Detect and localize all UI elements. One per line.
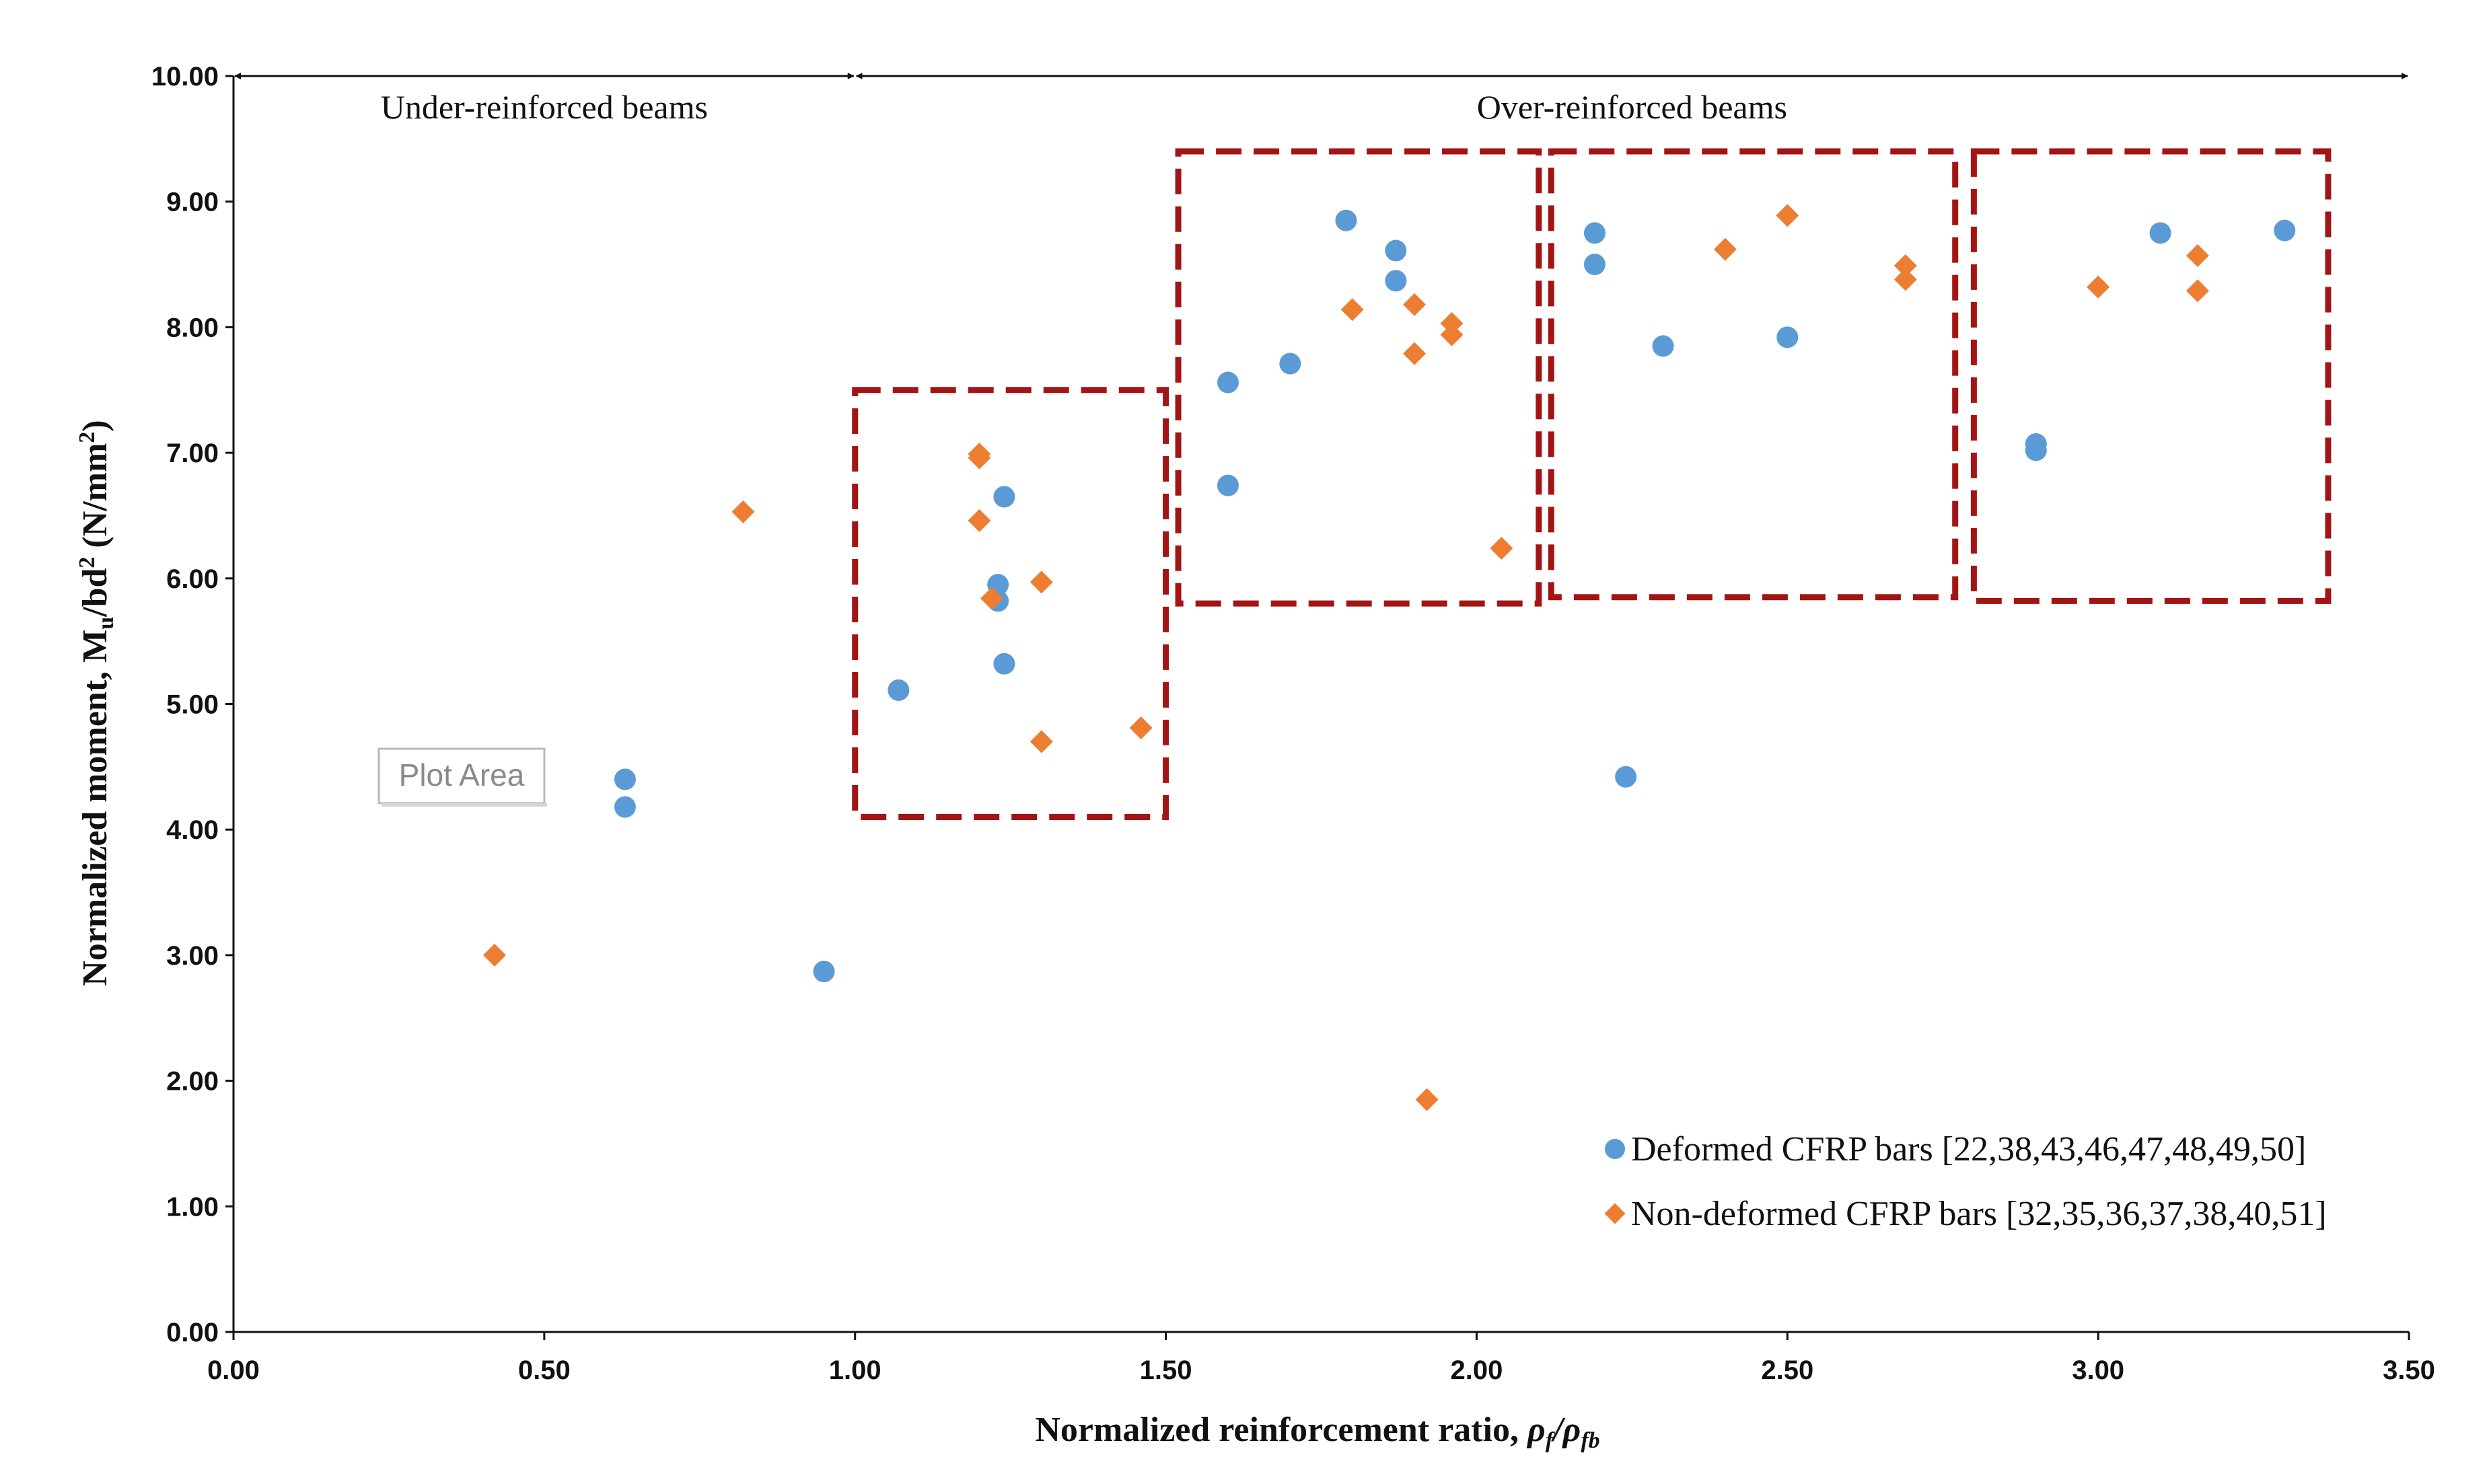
point-non-deformed [1776, 204, 1799, 227]
y-tick-label: 5.00 [166, 690, 219, 720]
point-deformed [813, 961, 835, 983]
point-non-deformed [980, 587, 1003, 610]
y-axis-title-sub-u: u [94, 617, 118, 630]
legend-label-non-deformed: Non-deformed CFRP bars [32,35,36,37,38,4… [1631, 1195, 2327, 1233]
legend: Deformed CFRP bars [22,38,43,46,47,48,49… [1604, 1130, 2327, 1233]
point-deformed [1652, 335, 1674, 357]
plot-area-tag-shadow [382, 803, 547, 807]
point-deformed [1385, 270, 1407, 292]
point-non-deformed [731, 500, 755, 523]
point-deformed [2149, 222, 2171, 244]
x-tick-label: 1.50 [1140, 1356, 1192, 1385]
legend-label-deformed: Deformed CFRP bars [22,38,43,46,47,48,49… [1631, 1130, 2306, 1168]
y-tick-label: 1.00 [166, 1192, 219, 1222]
point-deformed [1217, 371, 1239, 394]
point-deformed [614, 768, 636, 790]
y-axis-title-close: ) [76, 420, 114, 431]
x-axis-title-rho-f: ρ [1526, 1411, 1546, 1449]
point-deformed [1615, 766, 1637, 788]
x-axis-title-slash: / [1550, 1411, 1566, 1449]
point-deformed [1385, 239, 1407, 262]
point-deformed [993, 653, 1015, 675]
y-tick-label: 10.00 [151, 62, 219, 91]
x-tick-label: 3.00 [2072, 1356, 2124, 1385]
point-deformed [1279, 353, 1301, 375]
point-non-deformed [1490, 537, 1513, 560]
point-non-deformed [1030, 730, 1053, 753]
highlight-boxes [852, 148, 2332, 821]
point-non-deformed [1030, 570, 1053, 594]
highlight-box [852, 387, 1169, 821]
point-deformed [1583, 254, 1606, 276]
y-axis-title-sup-2: 2 [75, 557, 100, 568]
y-tick-label: 7.00 [166, 439, 219, 468]
point-deformed [2025, 439, 2047, 461]
y-axis-ticks: 0.00 1.00 2.00 3.00 4.00 5.00 6.00 7.00 8.00 9.00… [151, 62, 233, 1347]
y-axis-title-units-sup: 2 [75, 432, 100, 443]
y-tick-label: 3.00 [166, 941, 219, 971]
x-tick-label: 2.00 [1450, 1356, 1503, 1385]
legend-marker-deformed [1605, 1139, 1625, 1159]
y-axis-title: Normalized moment, Mu/bd2 (N/mm2) [75, 420, 118, 986]
region-annotations: Under-reinforced beams Over-reinforced be… [234, 73, 2408, 126]
x-tick-label: 0.50 [518, 1356, 571, 1385]
point-non-deformed [1129, 716, 1153, 739]
point-non-deformed [1713, 237, 1737, 261]
region-label: Under-reinforced beams [381, 88, 708, 126]
y-axis-title-bd: /bd [76, 568, 114, 617]
point-non-deformed [482, 943, 506, 967]
legend-marker-non-deformed [1604, 1203, 1626, 1224]
x-axis-title-rho-fb: ρ [1562, 1411, 1581, 1449]
data-points [482, 204, 2296, 1111]
point-non-deformed [1403, 293, 1427, 316]
region-label: Over-reinforced beams [1477, 88, 1787, 126]
y-tick-label: 6.00 [166, 564, 219, 594]
x-tick-label: 3.50 [2383, 1356, 2435, 1385]
y-tick-label: 9.00 [166, 188, 219, 217]
x-axis-title-sub-fb: fb [1581, 1428, 1599, 1453]
point-deformed [1776, 326, 1799, 348]
y-tick-label: 0.00 [166, 1318, 219, 1347]
x-tick-label: 2.50 [1761, 1356, 1813, 1385]
y-axis-title-main: Normalized moment, M [76, 630, 114, 986]
point-deformed [1217, 474, 1239, 496]
point-deformed [2274, 219, 2296, 242]
highlight-box [1548, 148, 1959, 601]
point-deformed [993, 486, 1015, 508]
point-deformed [1335, 209, 1357, 231]
plot-area-tag-box [377, 747, 546, 805]
point-non-deformed [1415, 1088, 1439, 1111]
point-non-deformed [2186, 279, 2209, 303]
x-axis-ticks: 0.00 0.50 1.00 1.50 2.00 2.50 3.00 3.50 [207, 1332, 2435, 1385]
y-tick-label: 8.00 [166, 313, 219, 342]
point-deformed [1583, 222, 1606, 244]
highlight-box [1970, 148, 2332, 604]
x-axis-title-sub-f: f [1546, 1428, 1556, 1453]
point-non-deformed [968, 446, 991, 470]
y-tick-label: 2.00 [166, 1067, 219, 1097]
point-non-deformed [2087, 275, 2110, 299]
plot-area-tag: Plot Area [377, 747, 547, 807]
x-axis-title: Normalized reinforcement ratio, ρf/ρfb [1035, 1411, 1599, 1453]
point-deformed [614, 796, 636, 818]
plot-area-tag-text: Plot Area [399, 757, 525, 792]
point-deformed [888, 679, 910, 701]
point-non-deformed [1403, 342, 1427, 365]
y-tick-label: 4.00 [166, 815, 219, 845]
point-non-deformed [1894, 268, 1917, 291]
point-non-deformed [2186, 244, 2209, 267]
x-axis-title-main: Normalized reinforcement ratio, [1035, 1411, 1527, 1449]
point-non-deformed [1340, 298, 1364, 322]
point-non-deformed [968, 509, 991, 532]
y-axis-title-units: (N/mm [76, 443, 114, 557]
x-tick-label: 1.00 [829, 1356, 881, 1385]
x-tick-label: 0.00 [207, 1356, 260, 1385]
highlight-box [1175, 148, 1542, 607]
